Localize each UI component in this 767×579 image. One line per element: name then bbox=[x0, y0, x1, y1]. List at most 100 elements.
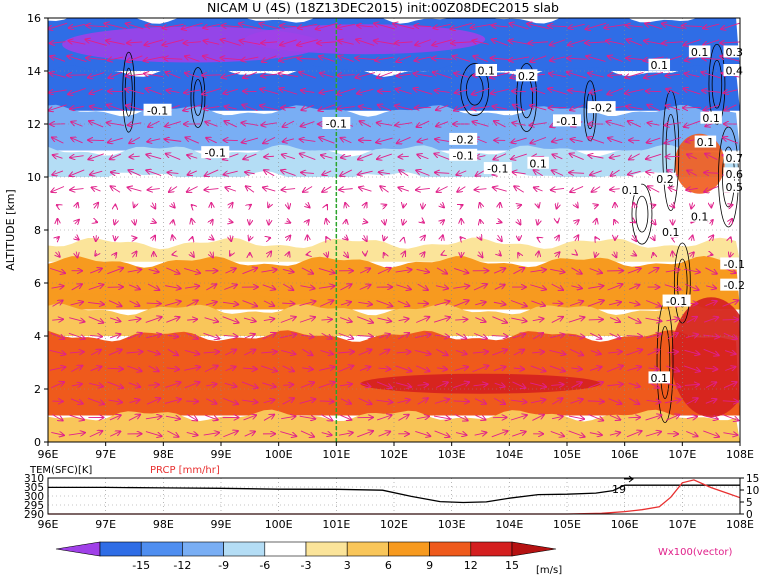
x-tick-label: 104E bbox=[495, 448, 523, 461]
chart-title: NICAM U (4S) (18Z13DEC2015) init:00Z08DE… bbox=[207, 0, 559, 15]
surface-x-tick-label: 97E bbox=[95, 518, 116, 531]
contour-label: 0.1 bbox=[662, 226, 680, 239]
wind-vector bbox=[88, 140, 104, 141]
colorbar-label: -3 bbox=[301, 559, 312, 572]
contour-label: 0.2 bbox=[518, 70, 536, 83]
colorbar-label: 15 bbox=[505, 559, 519, 572]
y-tick-label: 12 bbox=[27, 118, 41, 131]
wind-vector bbox=[147, 303, 161, 304]
prcp-tick-label: 5 bbox=[746, 497, 753, 509]
wind-vector bbox=[320, 401, 334, 402]
y-tick-label: 6 bbox=[34, 277, 41, 290]
wind-vector bbox=[589, 319, 603, 320]
surface-panel: TEM(SFC)[K] PRCP [mm/hr] 290295300305310… bbox=[24, 465, 759, 531]
x-tick-label: 98E bbox=[153, 448, 174, 461]
surface-x-tick-label: 96E bbox=[38, 518, 59, 531]
contour-label: -0.1 bbox=[723, 258, 744, 271]
contour-label: -0.1 bbox=[326, 118, 347, 131]
contour-label: 0.1 bbox=[697, 136, 715, 149]
wind-vector bbox=[434, 416, 450, 419]
surface-x-tick-label: 101E bbox=[322, 518, 350, 531]
prcp-axis-label: PRCP [mm/hr] bbox=[150, 465, 220, 476]
x-tick-label: 102E bbox=[380, 448, 408, 461]
surface-x-tick-label: 107E bbox=[668, 518, 696, 531]
contour-label: 0.1 bbox=[651, 372, 669, 385]
surface-x-tick-label: 102E bbox=[380, 518, 408, 531]
wind-vector bbox=[326, 205, 327, 206]
colorbar-label: 12 bbox=[464, 559, 478, 572]
x-tick-label: 105E bbox=[553, 448, 581, 461]
surface-x-tick-label: 100E bbox=[265, 518, 293, 531]
contour-label: 0.1 bbox=[622, 184, 640, 197]
x-tick-label: 103E bbox=[438, 448, 466, 461]
contour-label: 0.2 bbox=[656, 173, 674, 186]
colorbar-segment bbox=[347, 542, 388, 556]
colorbar-label: 9 bbox=[426, 559, 433, 572]
wind-vector bbox=[454, 401, 470, 402]
surface-x-tick-label: 99E bbox=[211, 518, 232, 531]
tem-tick-label: 310 bbox=[24, 473, 44, 485]
x-tick-label: 96E bbox=[38, 448, 59, 461]
colorbar-label: -6 bbox=[259, 559, 270, 572]
contour-label: -0.1 bbox=[487, 163, 508, 176]
surface-x-tick-label: 105E bbox=[553, 518, 581, 531]
contour-label: -0.2 bbox=[723, 279, 744, 292]
contour-label: 0.1 bbox=[702, 112, 720, 125]
wind-vector bbox=[340, 415, 351, 420]
vector-legend: Wx100(vector) bbox=[658, 547, 733, 558]
contour-label: -0.1 bbox=[452, 149, 473, 162]
surface-grid bbox=[48, 478, 740, 514]
u-extreme-patch bbox=[361, 374, 601, 394]
contour-label: 0.1 bbox=[691, 210, 709, 223]
colorbar-segment bbox=[224, 542, 265, 556]
surface-x-tick-label: 103E bbox=[438, 518, 466, 531]
surface-x-tick-label: 106E bbox=[611, 518, 639, 531]
wind-vector bbox=[202, 75, 221, 76]
contour-label: -0.1 bbox=[666, 295, 687, 308]
x-tick-label: 101E bbox=[322, 448, 350, 461]
contour-label: -0.2 bbox=[591, 102, 612, 115]
wind-vector bbox=[423, 203, 424, 209]
wind-vector bbox=[268, 238, 270, 239]
wind-vector bbox=[710, 254, 713, 255]
colorbar-max-arrow bbox=[512, 542, 556, 556]
wind-vector bbox=[512, 91, 526, 92]
y-tick-label: 14 bbox=[27, 65, 41, 78]
y-tick-label: 16 bbox=[27, 12, 41, 25]
colorbar-label: 3 bbox=[344, 559, 351, 572]
wind-vector bbox=[730, 237, 731, 239]
contour-label: -0.1 bbox=[556, 115, 577, 128]
u-extreme-patch bbox=[53, 281, 273, 295]
series-tem-sfc bbox=[48, 485, 740, 502]
colorbar-label: 6 bbox=[385, 559, 392, 572]
colorbar-segment bbox=[141, 542, 182, 556]
surface-x-tick-label: 98E bbox=[153, 518, 174, 531]
surface-annotation: 19 bbox=[612, 483, 626, 496]
contour-label: 0.1 bbox=[691, 46, 709, 59]
x-tick-label: 106E bbox=[611, 448, 639, 461]
main-panel: -0.1 -0.1 -0.1 0.1 0.2 -0.1 -0.2 -0.2 -0.1 -0.1 0.… bbox=[4, 12, 754, 461]
contour-label: 0.1 bbox=[651, 59, 669, 72]
contour-label: 0.1 bbox=[478, 65, 496, 78]
colorbar-segment bbox=[430, 542, 471, 556]
wind-vector bbox=[192, 205, 193, 206]
contour-label: -0.1 bbox=[147, 104, 168, 117]
surface-x-tick-label: 108E bbox=[726, 518, 754, 531]
colorbar-label: -9 bbox=[218, 559, 229, 572]
y-tick-label: 8 bbox=[34, 224, 41, 237]
colorbar-label: -15 bbox=[132, 559, 150, 572]
colorbar-min-arrow bbox=[56, 542, 100, 556]
wind-vector bbox=[576, 254, 577, 255]
contour-label: -0.2 bbox=[452, 133, 473, 146]
y-tick-label: 4 bbox=[34, 330, 41, 343]
x-tick-label: 97E bbox=[95, 448, 116, 461]
wind-vector bbox=[96, 235, 97, 241]
wind-vector bbox=[398, 156, 408, 157]
colorbar-segment bbox=[100, 542, 141, 556]
y-tick-label: 10 bbox=[27, 171, 41, 184]
